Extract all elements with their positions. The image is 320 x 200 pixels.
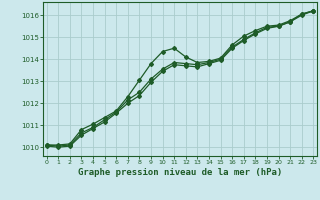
X-axis label: Graphe pression niveau de la mer (hPa): Graphe pression niveau de la mer (hPa) — [78, 168, 282, 177]
